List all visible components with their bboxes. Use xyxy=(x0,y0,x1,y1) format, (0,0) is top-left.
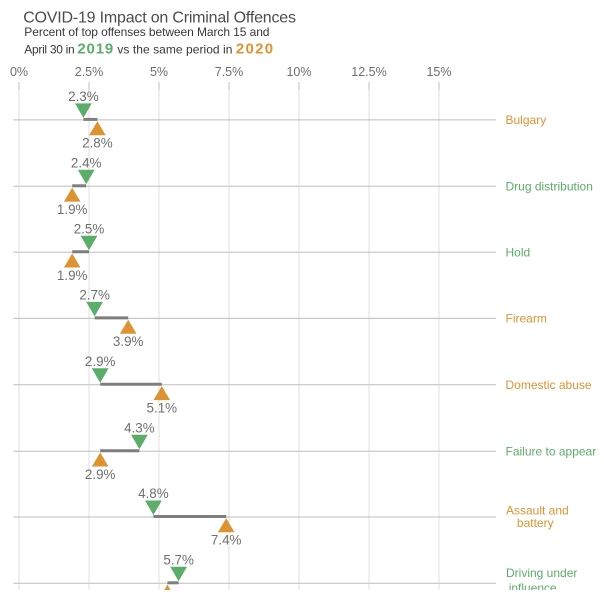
svg-text:0%: 0% xyxy=(10,65,28,79)
svg-text:1.9%: 1.9% xyxy=(57,202,88,217)
svg-text:COVID-19 Impact on Criminal Of: COVID-19 Impact on Criminal Offences xyxy=(23,10,296,27)
svg-text:April 30 in 2019 vs the same p: April 30 in 2019 vs the same period in 2… xyxy=(24,41,274,58)
svg-text:Firearm: Firearm xyxy=(506,312,547,326)
svg-text:12.5%: 12.5% xyxy=(351,65,386,79)
svg-text:Failure to appear: Failure to appear xyxy=(506,445,597,459)
svg-text:15%: 15% xyxy=(426,65,451,79)
svg-text:2.5%: 2.5% xyxy=(74,221,105,236)
svg-text:7.5%: 7.5% xyxy=(215,65,244,79)
svg-text:Assault and: Assault and xyxy=(506,504,569,518)
svg-text:7.4%: 7.4% xyxy=(211,533,242,548)
svg-text:2.3%: 2.3% xyxy=(68,89,99,104)
svg-text:Drug distribution: Drug distribution xyxy=(506,180,593,194)
svg-text:Driving under: Driving under xyxy=(506,566,577,580)
svg-text:5.7%: 5.7% xyxy=(163,553,194,568)
svg-text:1.9%: 1.9% xyxy=(57,268,88,283)
svg-text:Hold: Hold xyxy=(506,246,531,260)
svg-text:2.4%: 2.4% xyxy=(71,156,102,171)
svg-text:Bulgary: Bulgary xyxy=(506,113,547,127)
svg-text:battery: battery xyxy=(517,516,554,530)
svg-text:5.1%: 5.1% xyxy=(147,400,178,415)
svg-text:Domestic abuse: Domestic abuse xyxy=(506,378,592,392)
svg-text:10%: 10% xyxy=(286,65,311,79)
svg-text:5%: 5% xyxy=(150,65,168,79)
svg-text:3.9%: 3.9% xyxy=(113,334,144,349)
svg-text:2.7%: 2.7% xyxy=(79,288,110,303)
svg-text:4.8%: 4.8% xyxy=(138,486,169,501)
svg-text:4.3%: 4.3% xyxy=(124,420,155,435)
svg-text:2.9%: 2.9% xyxy=(85,467,116,482)
svg-text:2.8%: 2.8% xyxy=(82,136,113,151)
svg-text:2.5%: 2.5% xyxy=(75,65,104,79)
svg-text:2.9%: 2.9% xyxy=(85,354,116,369)
svg-text:influence: influence xyxy=(509,581,557,590)
svg-text:Percent of top offenses betwee: Percent of top offenses between March 15… xyxy=(24,25,269,39)
